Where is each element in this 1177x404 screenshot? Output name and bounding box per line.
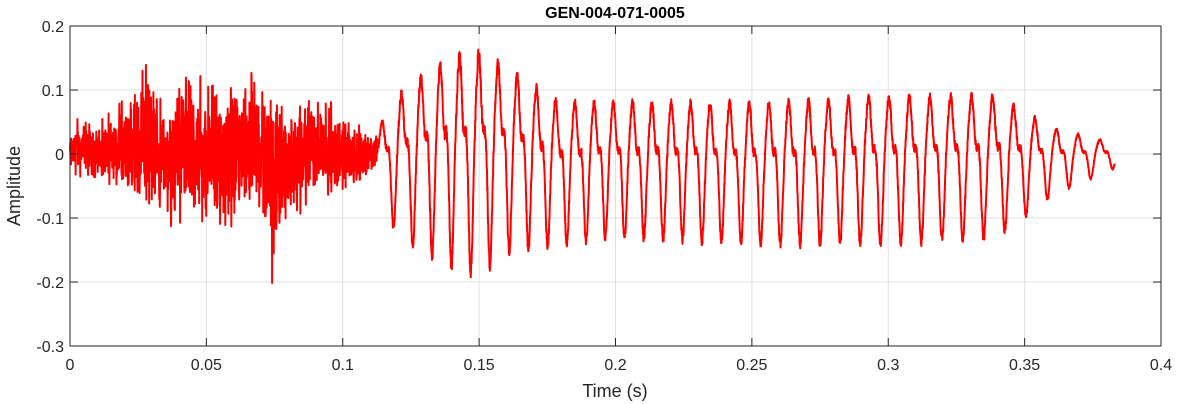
x-tick-label: 0.25 xyxy=(736,357,767,374)
y-tick-label: 0.1 xyxy=(42,83,64,100)
y-tick-label: -0.2 xyxy=(36,275,64,292)
x-tick-label: 0.35 xyxy=(1009,357,1040,374)
x-tick-label: 0.4 xyxy=(1150,357,1172,374)
chart-title: GEN-004-071-0005 xyxy=(545,5,685,22)
x-tick-label: 0.3 xyxy=(877,357,899,374)
x-tick-label: 0.1 xyxy=(332,357,354,374)
y-tick-label: 0 xyxy=(55,147,64,164)
x-tick-label: 0 xyxy=(66,357,75,374)
series-layer xyxy=(69,48,1116,284)
x-axis-label: Time (s) xyxy=(582,381,647,401)
y-tick-label: -0.3 xyxy=(36,339,64,356)
x-tick-label: 0.2 xyxy=(604,357,626,374)
x-tick-label: 0.05 xyxy=(191,357,222,374)
y-axis-ticks: -0.3 -0.2 -0.1 0 0.1 0.2 xyxy=(36,19,1161,356)
x-tick-label: 0.15 xyxy=(464,357,495,374)
y-tick-label: 0.2 xyxy=(42,19,64,36)
x-axis-ticks: 0 0.05 0.1 0.15 0.2 0.25 0.3 0.35 0.4 xyxy=(66,26,1172,374)
y-tick-label: -0.1 xyxy=(36,211,64,228)
y-axis-label: Amplitude xyxy=(4,146,24,226)
waveform-line xyxy=(69,48,1116,284)
